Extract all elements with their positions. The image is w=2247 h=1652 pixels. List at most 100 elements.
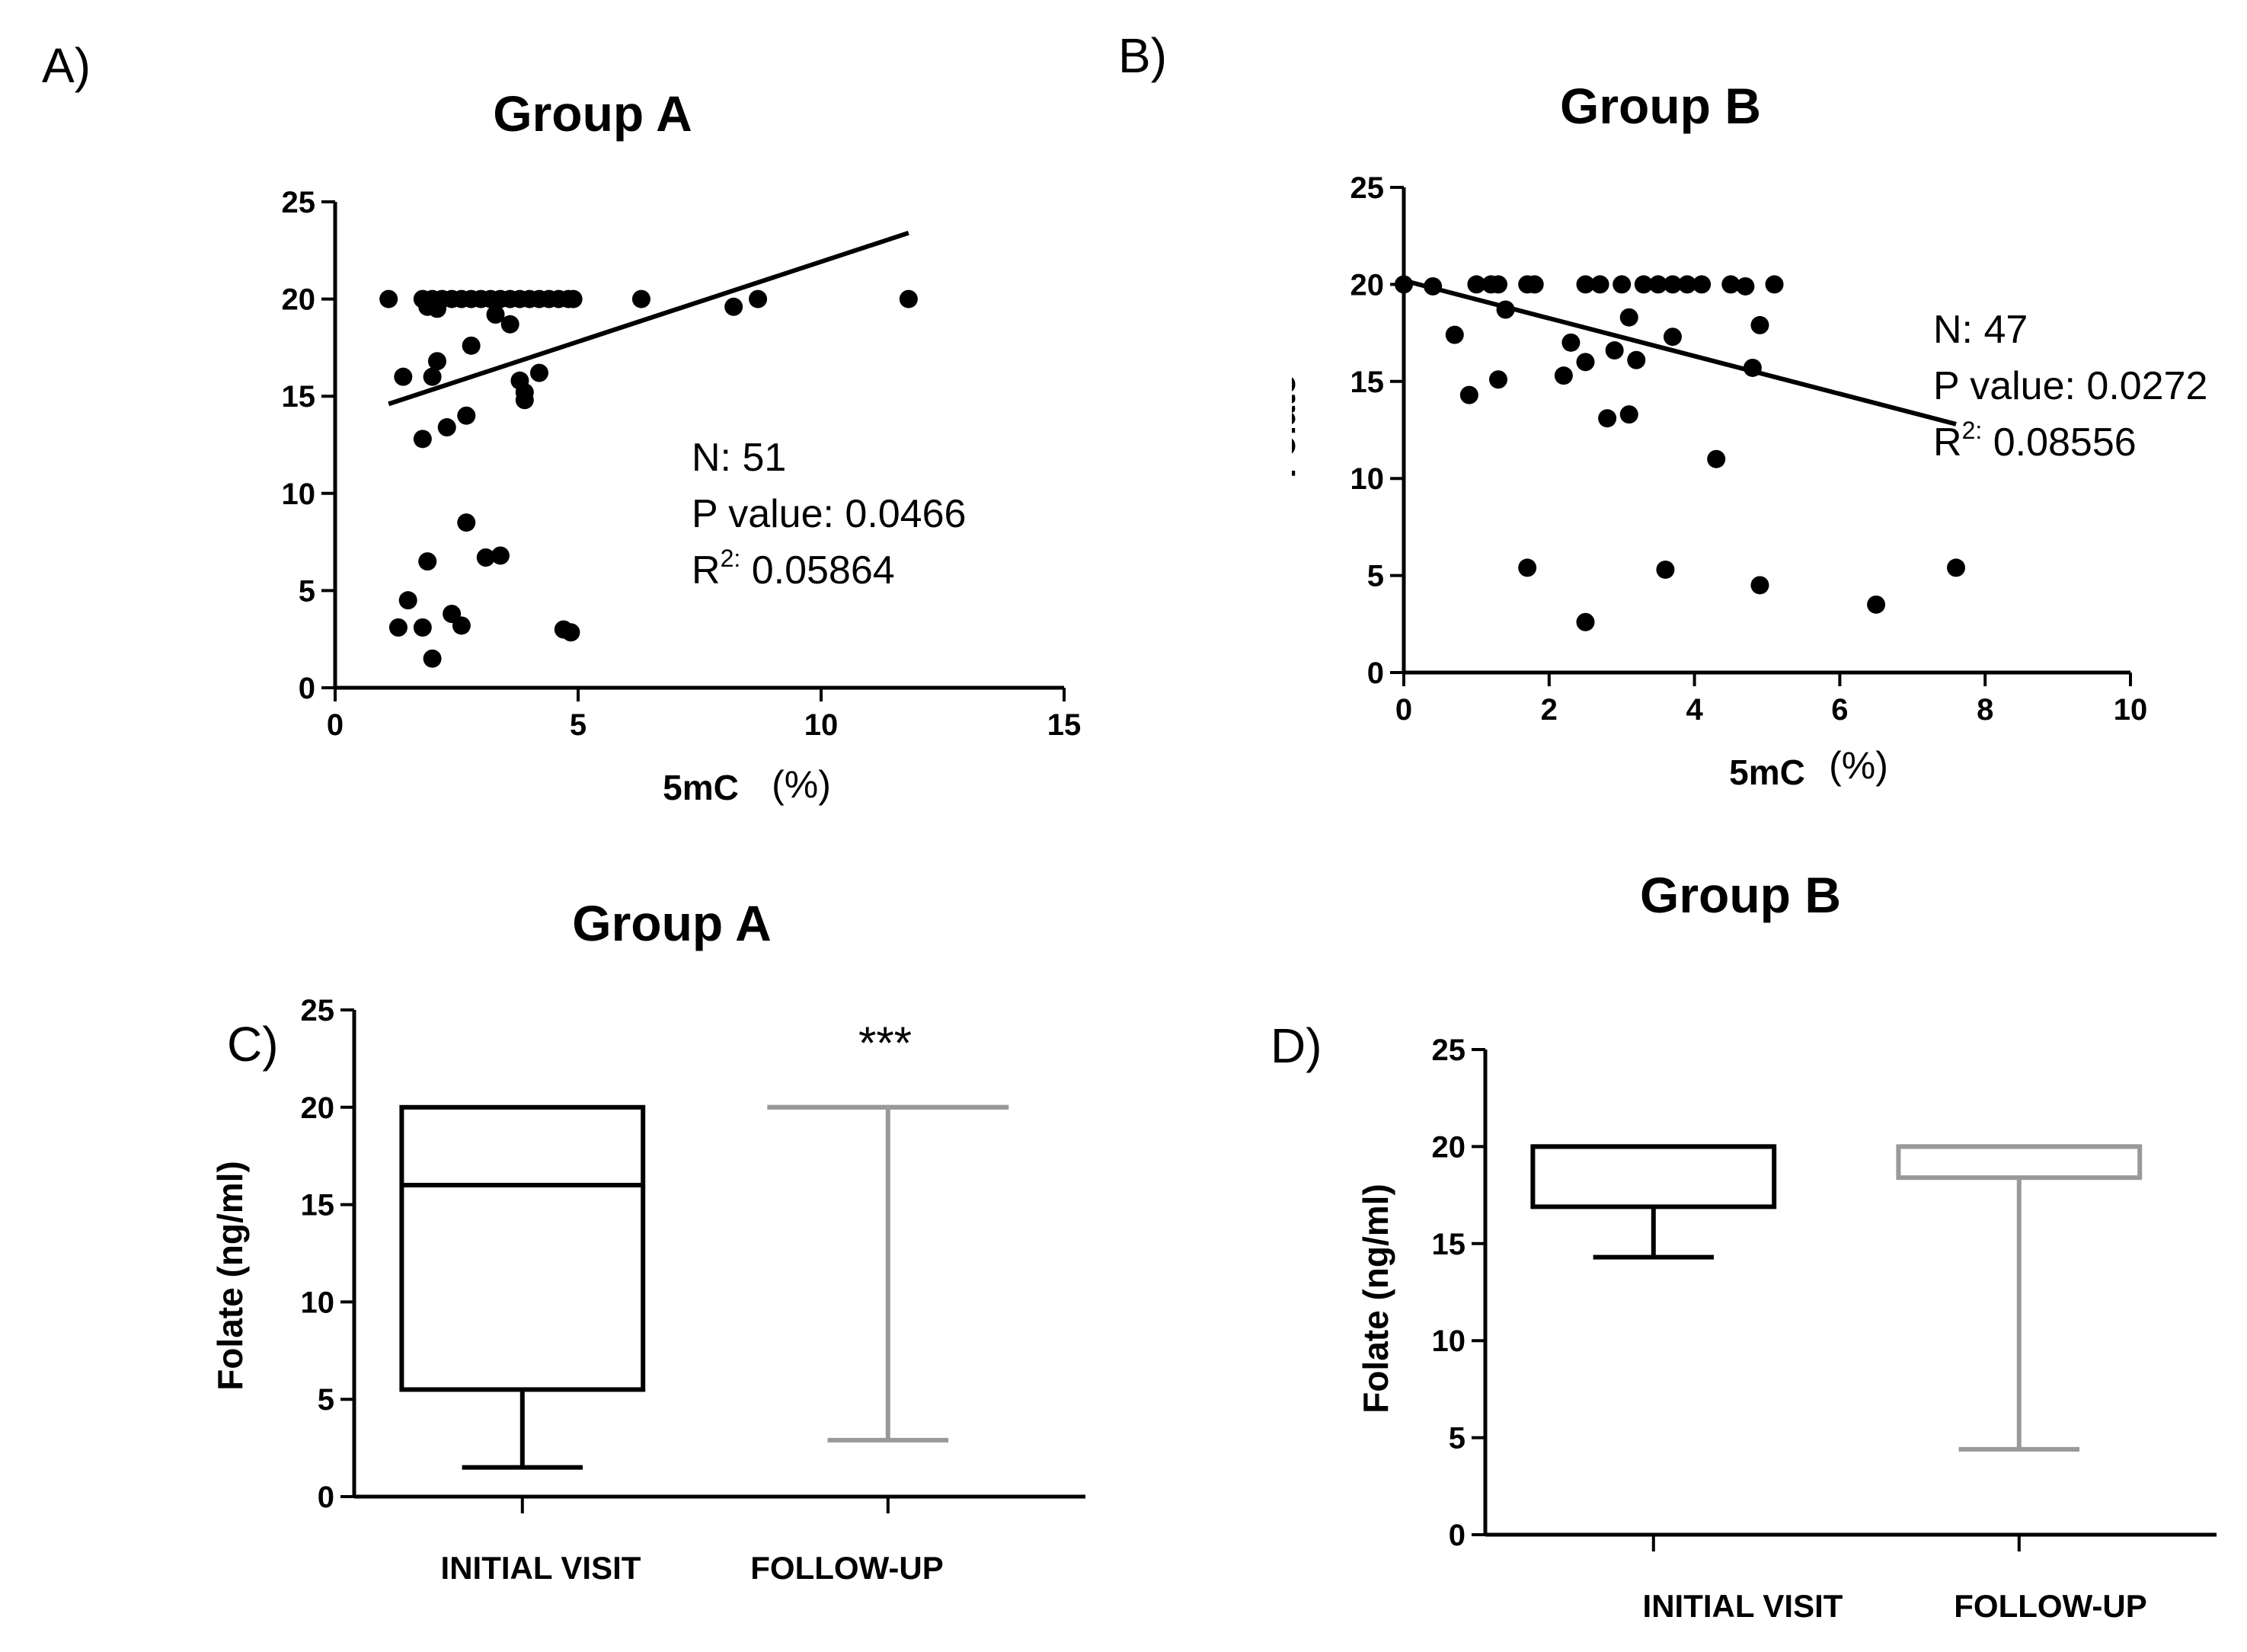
- data-point-b-17: [1765, 275, 1784, 294]
- category-label-d-initial: INITIAL VISIT: [1643, 1588, 1843, 1624]
- y-tick-label-a-20: 20: [282, 283, 316, 317]
- data-point-a-36: [457, 406, 476, 425]
- chart-title-b: Group B: [1560, 78, 1761, 134]
- y-tick-label-b-5: 5: [1367, 560, 1384, 593]
- data-point-b-2: [1467, 275, 1486, 294]
- category-label-c-followup: FOLLOW-UP: [750, 1550, 943, 1586]
- stat-r2-value-a: 0.05864: [740, 548, 894, 593]
- data-point-b-8: [1590, 275, 1609, 294]
- data-point-b-26: [1554, 366, 1573, 385]
- marks-b: [1395, 275, 1966, 631]
- data-point-a-28: [486, 305, 505, 324]
- data-point-b-39: [1576, 612, 1595, 631]
- data-point-b-7: [1576, 275, 1595, 294]
- data-point-b-25: [1489, 370, 1508, 389]
- y-tick-label-d-10: 10: [1432, 1324, 1466, 1358]
- data-point-b-20: [1561, 333, 1581, 352]
- stat-n-b: N: 47: [1933, 308, 2028, 352]
- data-point-b-27: [1576, 353, 1595, 372]
- regression-line-b: [1403, 278, 1957, 427]
- stat-r2-value-b: 0.08556: [1982, 420, 2136, 465]
- data-point-a-32: [515, 391, 534, 410]
- data-point-b-23: [1750, 315, 1769, 334]
- data-point-a-45: [452, 616, 471, 635]
- data-point-a-41: [388, 618, 408, 637]
- y-tick-label-d-15: 15: [1432, 1228, 1466, 1261]
- data-point-a-23: [749, 289, 768, 308]
- data-point-b-37: [1947, 558, 1966, 577]
- data-point-a-34: [413, 430, 432, 449]
- y-tick-label-c-25: 25: [301, 994, 335, 1027]
- data-point-b-13: [1678, 275, 1697, 294]
- marks-c: [399, 1104, 1009, 1470]
- x-tick-label-a-10: 10: [804, 708, 839, 742]
- box-d-1: [1896, 1144, 2143, 1181]
- x-axis-label-a: 5mC: [663, 768, 739, 807]
- y-axis-label-d: Folate (ng/ml): [1356, 1184, 1395, 1414]
- y-tick-label-c-20: 20: [301, 1091, 335, 1125]
- data-point-a-48: [423, 649, 442, 668]
- x-axis-unit-b: (%): [1829, 744, 1888, 787]
- marks-d: [1530, 1144, 2143, 1452]
- box-d-0: [1530, 1144, 1777, 1209]
- data-point-a-40: [491, 546, 510, 565]
- data-point-b-18: [1445, 325, 1464, 344]
- x-axis-unit-a: (%): [772, 763, 831, 806]
- data-point-a-47: [561, 623, 580, 642]
- panel-a: A) Group A 0 5 10 15 20 25 0 5 10 15 5mC (%) N: 5…: [42, 38, 1081, 807]
- data-point-b-12: [1663, 275, 1682, 294]
- x-tick-label-b-2: 2: [1541, 693, 1558, 727]
- data-point-a-29: [500, 315, 519, 334]
- data-point-b-10: [1634, 275, 1653, 294]
- stat-r2-prefix-a: R: [692, 548, 721, 593]
- panel-d: Group B D) Folate (ng/ml) 0 5 10 15 20 25 INI…: [1271, 867, 2217, 1624]
- axes-d: 0 5 10 15 20 25: [1432, 1034, 2217, 1552]
- axes-b: 0 5 10 15 20 25 0 2 4 6 8 10: [1350, 171, 2148, 727]
- x-tick-label-b-10: 10: [2114, 693, 2148, 727]
- data-point-b-21: [1619, 308, 1638, 327]
- regression-line-a: [388, 230, 909, 407]
- data-point-a-22: [724, 297, 743, 316]
- data-point-a-38: [418, 552, 437, 571]
- x-tick-label-a-15: 15: [1047, 708, 1082, 742]
- y-tick-label-c-15: 15: [301, 1189, 335, 1222]
- data-point-b-16: [1736, 276, 1755, 296]
- x-axis-label-b: 5mC: [1729, 753, 1805, 792]
- y-tick-label-a-25: 25: [282, 186, 316, 219]
- category-label-d-followup: FOLLOW-UP: [1954, 1588, 2146, 1624]
- data-point-a-37: [457, 513, 476, 532]
- panel-label-a: A): [42, 38, 91, 93]
- x-tick-label-a-5: 5: [570, 708, 587, 742]
- stat-r2-a: R2: 0.05864: [692, 545, 895, 593]
- data-point-b-36: [1750, 576, 1769, 595]
- data-point-b-33: [1707, 449, 1726, 468]
- y-tick-label-c-0: 0: [318, 1481, 334, 1514]
- x-tick-label-b-8: 8: [1977, 693, 1993, 727]
- axes-c: 0 5 10 15 20 25: [301, 994, 1085, 1514]
- y-axis-label-c: Folate (ng/ml): [210, 1161, 250, 1391]
- stat-r2-sup-b: 2:: [1962, 417, 1983, 444]
- data-point-b-31: [1598, 409, 1617, 428]
- data-point-a-39: [476, 548, 495, 567]
- stat-r2-b: R2: 0.08556: [1933, 417, 2137, 465]
- chart-title-d: Group B: [1640, 867, 1841, 923]
- significance-marker-c: ***: [858, 1018, 912, 1069]
- data-point-b-6: [1525, 275, 1544, 294]
- data-point-b-32: [1619, 405, 1638, 424]
- y-tick-label-b-25: 25: [1350, 171, 1385, 205]
- data-point-b-29: [1627, 350, 1646, 369]
- data-point-b-28: [1605, 341, 1624, 360]
- data-point-b-24: [1459, 385, 1478, 404]
- panel-label-c: C): [227, 1017, 279, 1072]
- x-tick-label-b-4: 4: [1686, 693, 1703, 727]
- data-point-a-27: [462, 336, 481, 355]
- x-tick-label-a-0: 0: [327, 708, 344, 742]
- axes-a: 0 5 10 15 20 25 0 5 10 15: [282, 186, 1082, 742]
- data-point-a-33: [529, 363, 548, 382]
- y-tick-label-d-25: 25: [1432, 1034, 1466, 1067]
- data-point-a-1: [394, 367, 413, 386]
- y-tick-label-d-20: 20: [1432, 1130, 1466, 1164]
- box-c-0: [399, 1104, 646, 1392]
- data-point-b-35: [1656, 560, 1675, 579]
